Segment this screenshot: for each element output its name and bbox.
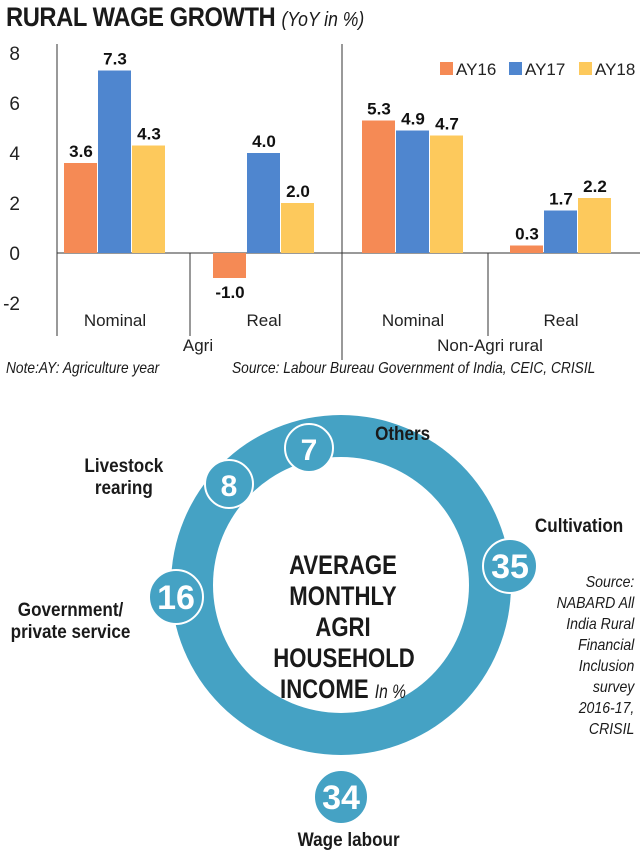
value-bubble: [284, 423, 334, 473]
data-label: 4.3: [137, 125, 161, 144]
source2-line: Inclusion: [578, 658, 634, 675]
label-govt: Government/ private service: [11, 600, 131, 644]
bar-ay16: [510, 245, 543, 253]
center-line-3: AGRI: [315, 612, 371, 642]
value-label: 34: [322, 779, 360, 817]
income-donut-chart: 35 34 16 8 7: [148, 415, 538, 825]
source2-line: 2016-17,: [578, 700, 634, 717]
bar-ay17: [396, 130, 429, 253]
bar-ay18: [430, 135, 463, 253]
bar-ay17: [247, 153, 280, 253]
y-tick-label: -2: [3, 294, 20, 315]
data-label: 2.2: [583, 177, 607, 196]
legend-swatch: [440, 62, 453, 75]
label-govt-line2: private service: [10, 622, 131, 643]
bar-ay18: [132, 145, 165, 253]
label-cultivation: Cultivation: [534, 516, 624, 537]
bar-ay16: [64, 163, 97, 253]
data-label: 0.3: [515, 225, 539, 244]
y-tick-label: 4: [9, 144, 20, 165]
value-label: 35: [491, 548, 529, 586]
value-bubble: [148, 569, 204, 625]
label-wage: Wage labour: [297, 830, 400, 851]
x-category-label: Real: [544, 311, 579, 330]
data-label: 1.7: [549, 190, 573, 209]
legend-label: AY16: [456, 60, 496, 79]
data-label: 2.0: [286, 182, 310, 201]
source2-line: CRISIL: [588, 721, 634, 738]
label-livestock-line2: rearing: [94, 478, 153, 499]
y-tick-label: 0: [9, 244, 20, 265]
source2-line: Source:: [585, 574, 634, 591]
chart-title-main: RURAL WAGE GROWTH: [6, 2, 276, 32]
data-label: 4.0: [252, 132, 276, 151]
value-label: 7: [301, 434, 318, 467]
value-label: 16: [157, 579, 195, 617]
source2-line: survey: [592, 679, 634, 696]
donut-source: Source: NABARD All India Rural Financial…: [556, 572, 634, 740]
label-livestock-line1: Livestock: [84, 456, 164, 477]
value-bubble: [204, 459, 254, 509]
group-label: Non-Agri rural: [437, 336, 543, 355]
legend-label: AY17: [525, 60, 565, 79]
center-line-1: AVERAGE: [289, 550, 397, 580]
data-label: 5.3: [367, 100, 391, 119]
donut-center-title: AVERAGE MONTHLY AGRI HOUSEHOLD INCOME In…: [273, 550, 415, 708]
bar-ay18: [281, 203, 314, 253]
wage-bar-chart: 8 6 4 2 0 -2 3.6 7.3 4.3 Nominal -1.0 4.0 2.0 Real 5.3…: [3, 44, 640, 360]
bar-ay17: [544, 210, 577, 253]
x-category-label: Nominal: [84, 311, 146, 330]
y-tick-label: 8: [9, 44, 20, 65]
legend-swatch: [509, 62, 522, 75]
x-category-label: Nominal: [382, 311, 444, 330]
data-label: -1.0: [215, 283, 244, 302]
bar-ay16: [362, 120, 395, 253]
legend-label: AY18: [595, 60, 635, 79]
bar-ay18: [578, 198, 611, 253]
y-tick-label: 6: [9, 94, 20, 115]
source2-line: India Rural: [565, 616, 634, 633]
center-unit: In %: [374, 682, 406, 703]
label-others: Others: [375, 424, 431, 445]
data-label: 4.7: [435, 115, 459, 134]
x-category-label: Real: [247, 311, 282, 330]
center-line-5: INCOME: [280, 674, 369, 704]
group-label: Agri: [183, 336, 213, 355]
note-text: Note:AY: Agriculture year: [6, 360, 160, 377]
value-bubble: [313, 769, 369, 825]
value-bubble: [482, 538, 538, 594]
legend-swatch: [579, 62, 592, 75]
data-label: 4.9: [401, 110, 425, 129]
label-govt-line1: Government/: [17, 600, 124, 621]
chart-title: RURAL WAGE GROWTH (YoY in %): [6, 2, 364, 33]
bar-ay17: [98, 70, 131, 253]
source2-line: Financial: [577, 637, 634, 654]
source-text: Source: Labour Bureau Government of Indi…: [232, 360, 596, 377]
label-livestock: Livestock rearing: [84, 456, 163, 500]
donut-hole: [213, 457, 469, 713]
value-label: 8: [221, 470, 238, 503]
y-tick-label: 2: [9, 194, 20, 215]
bar-ay16: [213, 253, 246, 278]
center-line-4: HOUSEHOLD: [273, 643, 415, 673]
center-line-2: MONTHLY: [289, 581, 397, 611]
data-label: 3.6: [69, 142, 93, 161]
source2-line: NABARD All: [556, 595, 634, 612]
data-label: 7.3: [103, 50, 127, 69]
chart-title-sub: (YoY in %): [281, 9, 365, 31]
